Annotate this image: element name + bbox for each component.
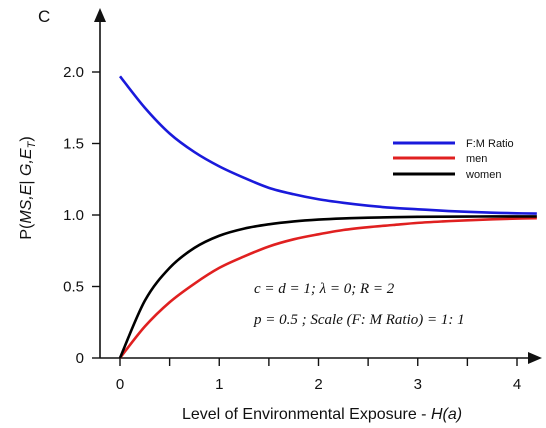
- y-tick-label: 1.5: [63, 136, 84, 153]
- x-tick-label: 2: [314, 376, 322, 393]
- legend: F:M Ratio men women: [393, 138, 514, 181]
- x-axis-label: Level of Environmental Exposure - H(a): [182, 406, 462, 423]
- x-axis-label-var: H(a): [431, 406, 462, 423]
- y-axis-label-given: G,E: [18, 148, 35, 176]
- y-tick-label: 0.5: [63, 279, 84, 296]
- x-axis-arrow: [528, 352, 542, 364]
- y-tick-label: 0: [76, 350, 84, 367]
- annotation-line-2: p = 0.5 ; Scale (F: M Ratio) = 1: 1: [253, 312, 465, 328]
- series-line-f-m-ratio: [118, 75, 537, 215]
- series-line-men: [118, 216, 537, 359]
- y-axis-label: P(MS,E| G,ET): [18, 136, 38, 239]
- series-group: [118, 75, 537, 359]
- y-axis-label-close: ): [18, 136, 35, 141]
- ticks: 0 0.5 1.0 1.5 2.0 0 1 2 3 4: [63, 64, 521, 393]
- y-axis-label-bar: |: [18, 176, 35, 185]
- legend-label-men: men: [466, 153, 487, 165]
- x-tick-label: 0: [116, 376, 124, 393]
- y-axis-arrow: [94, 8, 106, 22]
- x-tick-label: 3: [414, 376, 422, 393]
- series-line-women: [118, 215, 537, 359]
- y-axis-label-sub: T: [26, 140, 38, 148]
- y-axis-label-args: MS,E: [18, 184, 35, 223]
- annotation-line-1: c = d = 1; λ = 0; R = 2: [254, 281, 395, 297]
- legend-label-fm-ratio: F:M Ratio: [466, 138, 514, 150]
- legend-label-women: women: [465, 169, 501, 181]
- x-tick-label: 1: [215, 376, 223, 393]
- panel-label: C: [38, 7, 50, 26]
- y-tick-label: 1.0: [63, 207, 84, 224]
- x-tick-label: 4: [513, 376, 521, 393]
- y-axis-label-open: P(: [18, 223, 35, 240]
- y-tick-label: 2.0: [63, 64, 84, 81]
- x-axis-label-text: Level of Environmental Exposure -: [182, 406, 431, 423]
